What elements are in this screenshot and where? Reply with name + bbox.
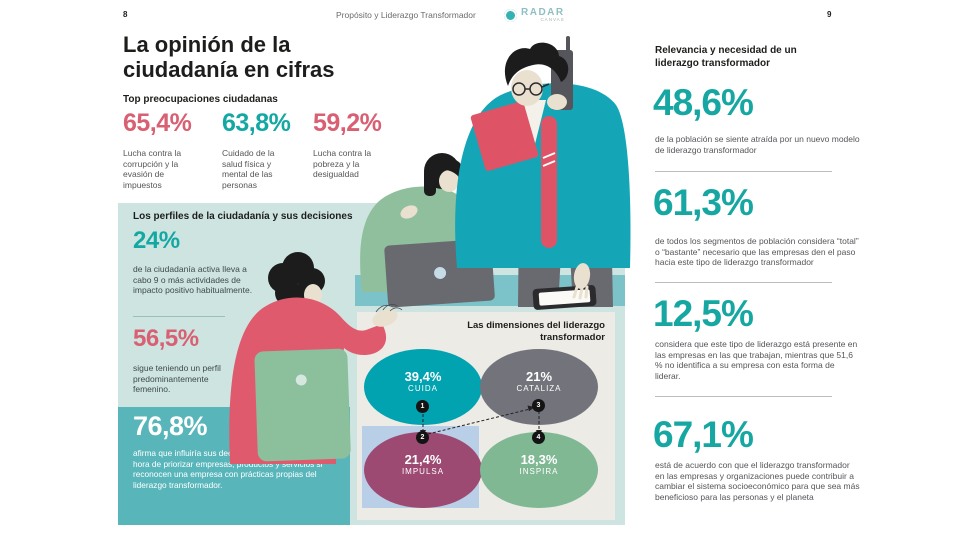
page-number-left: 8 <box>123 10 128 19</box>
bubble-value: 39,4% <box>404 368 442 384</box>
bubble-label: CATALIZA <box>516 384 562 394</box>
concerns-heading: Top preocupaciones ciudadanas <box>123 94 278 105</box>
logo-subtitle: CANVAS <box>540 17 565 22</box>
right-stat-desc: está de acuerdo con que el liderazgo tra… <box>655 460 860 502</box>
right-stat-value: 67,1% <box>653 414 754 455</box>
step-badge-3: 3 <box>532 399 545 412</box>
divider <box>655 282 832 283</box>
concern-stat-value: 65,4% <box>123 109 192 137</box>
concern-stat-desc: Lucha contra la pobreza y la desigualdad <box>313 148 372 180</box>
bubble-label: INSPIRA <box>519 467 559 477</box>
step-badge-2: 2 <box>416 431 429 444</box>
right-stat-desc: de todos los segmentos de población cons… <box>655 236 859 268</box>
profile-stat-desc: sigue teniendo un perfil predominantemen… <box>133 363 221 395</box>
bubble-label: IMPULSA <box>401 467 445 477</box>
concern-stat-value: 63,8% <box>222 109 291 137</box>
profile-stat-desc: afirma que influiría sus decisiones de c… <box>133 448 323 490</box>
right-stat-value: 48,6% <box>653 82 754 123</box>
bubble-value: 18,3% <box>520 451 558 467</box>
concern-stat-desc: Cuidado de la salud física y mental de l… <box>222 148 275 190</box>
profile-stat-value: 24% <box>133 227 180 254</box>
divider <box>133 316 225 317</box>
step-badge-1: 1 <box>416 400 429 413</box>
bubble-label: CUIDA <box>408 384 438 394</box>
bubble-value: 21,4% <box>404 451 442 467</box>
bubble-value: 21% <box>525 368 553 384</box>
step-badge-4: 4 <box>532 431 545 444</box>
concern-stat-desc: Lucha contra la corrupción y la evasión … <box>123 148 182 190</box>
right-stat-desc: de la población se siente atraída por un… <box>655 134 860 155</box>
right-stat-desc: considera que este tipo de liderazgo est… <box>655 339 858 381</box>
running-header-title: Propósito y Liderazgo Transformador <box>336 10 476 20</box>
profile-stat-value: 76,8% <box>133 411 208 441</box>
dimensions-heading: Las dimensiones del liderazgo transforma… <box>467 320 605 343</box>
divider <box>655 171 832 172</box>
profile-stat-desc: de la ciudadanía activa lleva a cabo 9 o… <box>133 264 253 296</box>
right-stat-value: 12,5% <box>653 293 754 334</box>
flow-connectors <box>420 405 542 436</box>
profile-stat-value: 56,5% <box>133 325 199 352</box>
right-stat-value: 61,3% <box>653 182 754 223</box>
page-title: La opinión de la ciudadanía en cifras <box>123 32 335 82</box>
divider <box>655 396 832 397</box>
page-number-right: 9 <box>827 10 832 19</box>
profiles-heading: Los perfiles de la ciudadanía y sus deci… <box>133 211 353 222</box>
concern-stat-value: 59,2% <box>313 109 382 137</box>
logo-name: RADAR <box>521 7 565 18</box>
desk-band <box>355 275 625 306</box>
relevance-heading: Relevancia y necesidad de un liderazgo t… <box>655 45 797 69</box>
bubble-inspira: 18,3% INSPIRA <box>480 432 598 508</box>
radar-logo-icon <box>504 8 517 22</box>
radar-canvas-logo: RADAR CANVAS <box>504 8 565 23</box>
